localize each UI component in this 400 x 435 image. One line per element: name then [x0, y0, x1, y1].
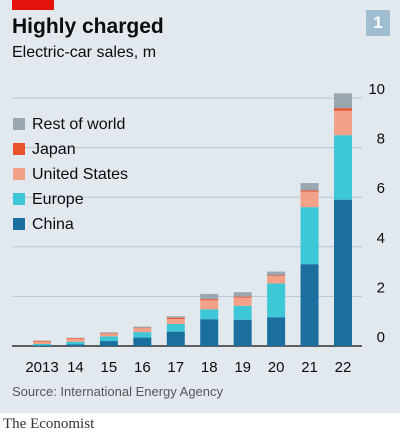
x-tick-label: 20: [268, 359, 285, 376]
bar-segment-china: [133, 337, 152, 346]
bar-segment-united-states: [233, 297, 252, 306]
chart-title: Highly charged: [12, 15, 164, 38]
x-tick-label: 22: [335, 359, 352, 376]
bar-segment-united-states: [166, 318, 185, 324]
bar-segment-united-states: [133, 328, 152, 333]
bar-segment-rest-of-world: [334, 93, 352, 109]
y-tick-label: 6: [377, 180, 385, 197]
legend-label-united-states: United States: [32, 166, 128, 183]
bar-segment-japan: [300, 190, 319, 192]
bar-segment-europe: [66, 341, 85, 345]
bar-segment-china: [200, 319, 219, 346]
bar-segment-united-states: [300, 191, 319, 208]
bar-segment-japan: [267, 275, 286, 277]
bar-segment-china: [267, 317, 286, 346]
bar-segment-united-states: [99, 333, 118, 337]
bar-segment-europe: [166, 323, 185, 332]
x-tick-label: 17: [167, 359, 184, 376]
legend-label-china: China: [32, 216, 74, 233]
chart-subtitle: Electric-car sales, m: [12, 44, 157, 61]
brand-tag: [12, 0, 54, 10]
publisher-footer: The Economist: [3, 416, 95, 432]
legend-swatch-japan: [13, 143, 25, 155]
bar-segment-japan: [33, 340, 51, 342]
x-tick-label: 15: [101, 359, 118, 376]
bar-segment-japan: [166, 317, 185, 319]
bar-segment-rest-of-world: [133, 326, 152, 328]
x-tick-label: 16: [134, 359, 151, 376]
x-tick-label: 18: [201, 359, 218, 376]
bar-segment-china: [166, 331, 185, 346]
y-tick-label: 0: [377, 329, 385, 346]
bar-segment-japan: [200, 299, 219, 301]
bars: [33, 93, 352, 346]
bar-segment-united-states: [267, 276, 286, 284]
bar-segment-china: [334, 199, 352, 346]
bar-segment-rest-of-world: [166, 316, 185, 318]
bar-segment-europe: [334, 135, 352, 200]
bar-segment-china: [300, 264, 319, 346]
bar-segment-japan: [233, 296, 252, 298]
bar-segment-united-states: [66, 338, 85, 342]
bar-segment-united-states: [334, 110, 352, 136]
bar-segment-europe: [267, 283, 286, 318]
axis-labels: 0 2 4 6 8 10 2013 14 15 16 17 18 19 20 21 22: [25, 81, 385, 376]
bar-segment-europe: [200, 309, 219, 320]
legend: Rest of world Japan United States Europe Chi…: [13, 116, 128, 233]
bar-segment-united-states: [200, 300, 219, 310]
bar-segment-rest-of-world: [99, 332, 118, 334]
legend-swatch-china: [13, 218, 25, 230]
legend-swatch-rest-of-world: [13, 118, 25, 130]
bar-segment-europe: [233, 305, 252, 320]
x-tick-label: 19: [234, 359, 251, 376]
bar-segment-rest-of-world: [200, 293, 219, 300]
legend-swatch-europe: [13, 193, 25, 205]
bar-segment-europe: [300, 207, 319, 265]
x-tick-label: 2013: [25, 359, 58, 376]
source-note: Source: International Energy Agency: [12, 384, 224, 399]
bar-segment-rest-of-world: [300, 183, 319, 191]
legend-label-europe: Europe: [32, 191, 84, 208]
bar-segment-europe: [33, 344, 51, 346]
y-tick-label: 4: [377, 230, 385, 247]
y-tick-label: 2: [377, 279, 385, 296]
x-tick-label: 14: [67, 359, 84, 376]
bar-segment-china: [66, 344, 85, 346]
bar-segment-china: [233, 319, 252, 346]
bar-segment-europe: [133, 332, 152, 338]
bar-segment-japan: [334, 108, 352, 111]
bar-segment-rest-of-world: [233, 292, 252, 297]
bar-segment-japan: [66, 338, 85, 339]
bar-segment-rest-of-world: [267, 271, 286, 276]
legend-label-japan: Japan: [32, 141, 76, 158]
bar-segment-europe: [99, 336, 118, 342]
y-tick-label: 10: [368, 81, 385, 98]
bar-segment-united-states: [33, 341, 51, 345]
legend-swatch-united-states: [13, 168, 25, 180]
chart-number-badge: 1: [366, 10, 390, 36]
y-tick-label: 8: [377, 131, 385, 148]
legend-label-rest-of-world: Rest of world: [32, 116, 125, 133]
stacked-bar-chart: 0 2 4 6 8 10 2013 14 15 16 17 18 19 20 21 22 Rest of wo…: [12, 81, 385, 376]
x-tick-label: 21: [301, 359, 318, 376]
bar-segment-china: [99, 341, 118, 346]
